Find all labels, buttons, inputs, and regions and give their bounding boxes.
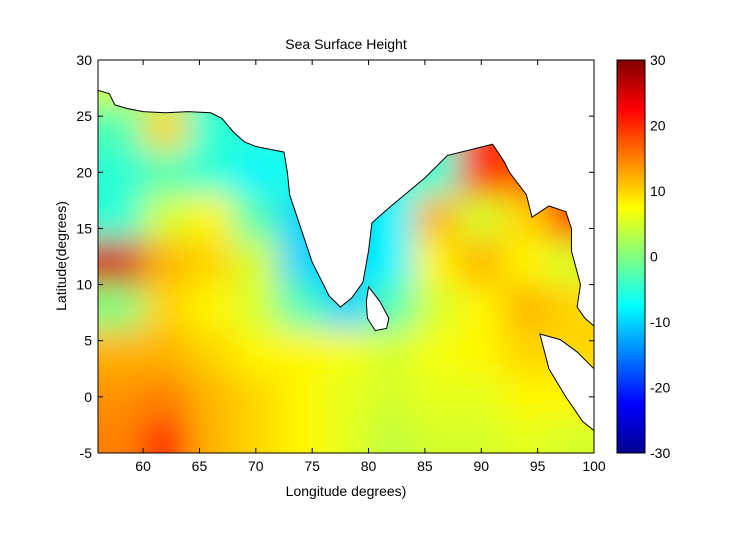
heatmap-cell (503, 239, 550, 286)
land-layer (98, 60, 594, 432)
heatmap-cell (188, 419, 235, 453)
heatmap-cell (278, 374, 325, 421)
heatmap-cell (98, 374, 145, 421)
heatmap-cell (458, 329, 505, 376)
heatmap-cell (233, 239, 280, 286)
heatmap-cell (233, 284, 280, 331)
colorbar-tick-label: -20 (650, 380, 670, 396)
heatmap-cell (323, 419, 370, 453)
x-tick-label: 100 (582, 458, 606, 474)
x-tick-label: 90 (473, 458, 489, 474)
heatmap-cell (368, 419, 415, 453)
heatmap-cell (323, 374, 370, 421)
heatmap-cell (413, 329, 460, 376)
y-tick-label: 15 (76, 220, 92, 236)
heatmap-cell (188, 194, 235, 241)
y-tick-label: 0 (84, 389, 92, 405)
y-tick-label: 30 (76, 52, 92, 68)
heatmap-cell (278, 419, 325, 453)
y-tick-label: -5 (80, 445, 93, 461)
heatmap-cell (143, 284, 190, 331)
heatmap-cell (143, 149, 190, 196)
heatmap-cell (368, 374, 415, 421)
colorbar-tick-label: 30 (650, 52, 666, 68)
heatmap-cell (188, 239, 235, 286)
x-tick-label: 95 (530, 458, 546, 474)
heatmap-cell (503, 419, 550, 453)
heatmap-cell (458, 284, 505, 331)
heatmap-cell (413, 374, 460, 421)
heatmap-cell (188, 149, 235, 196)
heatmap-cell (413, 419, 460, 453)
heatmap-cell (98, 104, 145, 151)
heatmap-cell (503, 374, 550, 421)
heatmap-cell (458, 374, 505, 421)
heatmap-cell (143, 419, 190, 453)
heatmap-cell (98, 239, 145, 286)
heatmap-cell (323, 329, 370, 376)
colorbar (616, 59, 646, 454)
heatmap-cell (368, 329, 415, 376)
colorbar-tick-label: -10 (650, 314, 670, 330)
heatmap-cell (98, 419, 145, 453)
chart-title: Sea Surface Height (285, 36, 407, 52)
heatmap-cell (233, 329, 280, 376)
colorbar-tick-label: 10 (650, 183, 666, 199)
x-tick-label: 70 (248, 458, 264, 474)
y-tick-label: 25 (76, 108, 92, 124)
heatmap-cell (278, 329, 325, 376)
heatmap-cell (413, 284, 460, 331)
heatmap-cell (413, 239, 460, 286)
land-polygon (539, 333, 594, 432)
heatmap-cell (98, 329, 145, 376)
heatmap-cell (98, 194, 145, 241)
heatmap-cell (143, 239, 190, 286)
y-tick-label: 20 (76, 164, 92, 180)
x-tick-label: 60 (135, 458, 151, 474)
y-tick-label: 10 (76, 277, 92, 293)
colorbar-tick-label: -30 (650, 445, 670, 461)
plot-frame (97, 59, 595, 454)
heatmap-cell (188, 284, 235, 331)
y-axis-label: Latitude(degrees) (53, 201, 69, 311)
heatmap-cell (458, 419, 505, 453)
colorbar-tick-label: 20 (650, 118, 666, 134)
heatmap-cell (278, 284, 325, 331)
heatmap-cell (143, 194, 190, 241)
heatmap-cell (458, 194, 505, 241)
x-tick-label: 65 (192, 458, 208, 474)
heatmap-cell (233, 194, 280, 241)
heatmap-cell (188, 329, 235, 376)
heatmap-cell (233, 419, 280, 453)
y-tick-label: 5 (84, 333, 92, 349)
land-polygon (98, 60, 594, 327)
heatmap-cell (233, 149, 280, 196)
land-polygon (365, 285, 390, 332)
heatmap-cell (233, 374, 280, 421)
x-tick-label: 75 (304, 458, 320, 474)
heatmap-cell (98, 284, 145, 331)
colorbar-tick-label: 0 (650, 249, 658, 265)
heatmap-cell (143, 329, 190, 376)
x-tick-label: 85 (417, 458, 433, 474)
heatmap-cell (458, 149, 505, 196)
heatmap-cell (368, 239, 415, 286)
heatmap-cell (413, 194, 460, 241)
heatmap-cell (458, 239, 505, 286)
heatmap-cell (188, 374, 235, 421)
heatmap-cell (98, 149, 145, 196)
x-axis-label: Longitude degrees) (286, 483, 407, 499)
x-tick-label: 80 (361, 458, 377, 474)
heatmap-cell (143, 374, 190, 421)
heatmap-cell (503, 284, 550, 331)
